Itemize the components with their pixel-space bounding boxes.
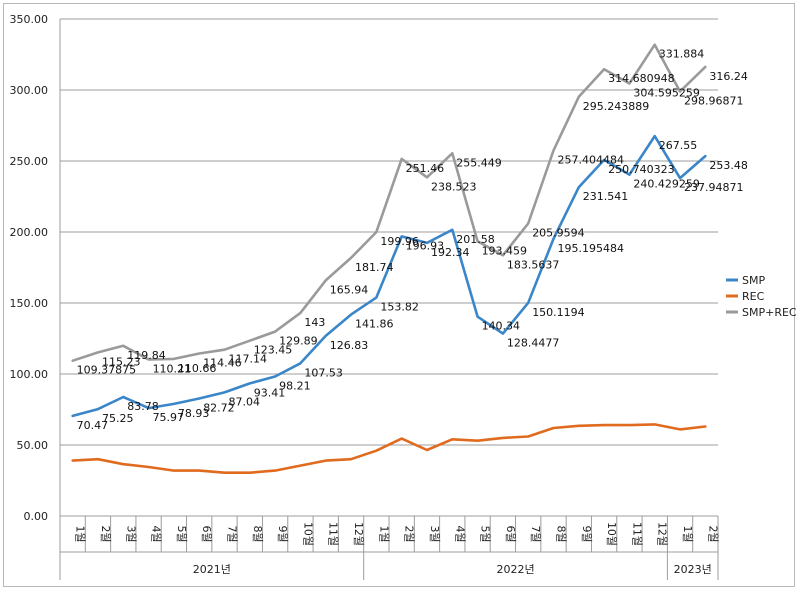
x-tick-label: 11월: [630, 522, 643, 546]
data-label: 314.680948: [608, 72, 674, 85]
data-label: 98.21: [279, 380, 311, 393]
x-tick-label: 2월: [403, 525, 416, 542]
data-label: 110.66: [178, 362, 217, 375]
data-label: 114.46: [203, 356, 242, 369]
x-tick-label: 2월: [706, 525, 719, 542]
x-tick-label: 12월: [352, 522, 365, 546]
data-label: 316.24: [709, 70, 748, 83]
data-label: 109.37875: [77, 364, 136, 377]
x-tick-label: 6월: [504, 525, 517, 542]
data-label: 231.541: [583, 190, 629, 203]
y-tick-label: 350.00: [10, 13, 49, 26]
legend-label: SMP: [742, 274, 765, 287]
x-tick-label: 1월: [681, 525, 694, 542]
data-label: 107.53: [304, 366, 343, 379]
x-tick-label: 1월: [74, 525, 87, 542]
group-label: 2021년: [193, 563, 231, 576]
data-label: 196.93: [406, 239, 445, 252]
data-label: 70.47: [77, 419, 109, 432]
x-tick-label: 10월: [605, 522, 618, 546]
series-line-smp: [71, 134, 707, 418]
data-label: 123.45: [254, 344, 292, 357]
data-label: 237.94871: [684, 181, 744, 194]
data-label: 115.23: [102, 355, 141, 368]
y-tick-label: 150.00: [10, 297, 49, 310]
data-label: 119.84: [127, 349, 165, 362]
data-label: 195.195484: [558, 242, 624, 255]
data-label: 78.93: [178, 407, 210, 420]
x-tick-label: 4월: [453, 525, 466, 542]
data-label: 110.21: [153, 363, 192, 376]
data-label: 87.04: [229, 395, 261, 408]
x-tick-label: 7월: [529, 525, 542, 542]
data-label: 255.449: [456, 156, 502, 169]
data-label: 181.74: [355, 261, 394, 274]
x-tick-label: 6월: [200, 525, 213, 542]
y-tick-label: 50.00: [17, 439, 49, 452]
x-tick-label: 5월: [175, 525, 188, 542]
data-label: 205.9594: [532, 227, 585, 240]
data-label: 193.459: [482, 244, 527, 257]
data-label: 140.34: [482, 320, 520, 333]
data-label: 251.46: [406, 162, 445, 175]
x-tick-label: 11월: [327, 522, 340, 546]
y-tick-label: 250.00: [10, 155, 49, 168]
data-label: 165.94: [330, 283, 369, 296]
x-tick-label: 10월: [301, 522, 314, 546]
data-label: 295.243889: [583, 100, 649, 113]
group-label: 2022년: [496, 563, 534, 576]
x-tick-label: 2월: [99, 525, 112, 542]
series-line-rec: [71, 423, 707, 475]
data-label: 141.86: [355, 318, 394, 331]
data-label: 304.595259: [633, 86, 699, 99]
data-label: 192.34: [431, 246, 470, 259]
data-label: 93.41: [254, 386, 285, 399]
data-label: 153.82: [380, 301, 419, 314]
data-label: 267.55: [659, 139, 698, 152]
data-label: 117.14: [229, 353, 268, 366]
group-label: 2023년: [674, 563, 712, 576]
x-tick-label: 7월: [226, 525, 239, 542]
data-label: 75.25: [102, 412, 134, 425]
data-label: 126.83: [330, 339, 369, 352]
x-tick-label: 9월: [580, 525, 593, 542]
data-label: 331.884: [659, 48, 705, 61]
data-label: 250.740323: [608, 163, 674, 176]
data-label: 238.523: [431, 180, 477, 193]
data-label: 129.89: [279, 335, 318, 348]
data-label: 201.58: [456, 233, 495, 246]
data-label: 183.5637: [507, 258, 560, 271]
series-line-smp-plus-rec: [71, 43, 707, 363]
data-label: 150.1194: [532, 306, 585, 319]
data-label: 240.429259: [633, 178, 699, 191]
x-tick-label: 3월: [124, 525, 137, 542]
y-tick-label: 200.00: [10, 226, 49, 239]
y-tick-label: 0.00: [24, 510, 49, 523]
x-tick-label: 8월: [251, 525, 264, 542]
data-label: 199.96: [380, 235, 419, 248]
data-label: 128.4477: [507, 337, 560, 350]
x-tick-label: 3월: [428, 525, 441, 542]
legend-label: REC: [742, 290, 765, 303]
x-tick-label: 4월: [150, 525, 163, 542]
data-label: 253.48: [709, 159, 748, 172]
x-tick-label: 9월: [276, 525, 289, 542]
data-label: 298.96871: [684, 94, 744, 107]
y-tick-label: 300.00: [10, 84, 49, 97]
data-label: 75.97: [153, 411, 185, 424]
x-tick-label: 5월: [479, 525, 492, 542]
data-label: 257.404484: [558, 153, 624, 166]
x-tick-label: 12월: [656, 522, 669, 546]
data-label: 143: [304, 316, 325, 329]
data-label: 82.72: [203, 402, 235, 415]
legend-label: SMP+REC: [742, 306, 797, 319]
y-tick-label: 100.00: [10, 368, 49, 381]
x-tick-label: 8월: [555, 525, 568, 542]
x-tick-label: 1월: [377, 525, 390, 542]
data-label: 83.78: [127, 400, 158, 413]
chart-frame: [3, 3, 795, 587]
